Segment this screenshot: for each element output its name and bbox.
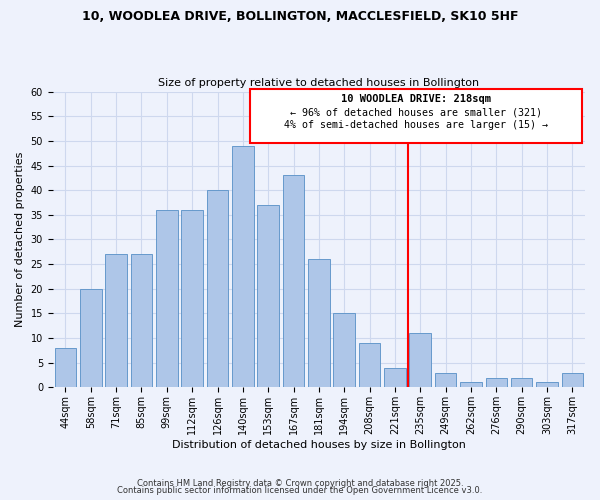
Bar xyxy=(460,382,482,388)
Bar xyxy=(106,254,127,388)
Title: Size of property relative to detached houses in Bollington: Size of property relative to detached ho… xyxy=(158,78,479,88)
Y-axis label: Number of detached properties: Number of detached properties xyxy=(15,152,25,327)
X-axis label: Distribution of detached houses by size in Bollington: Distribution of detached houses by size … xyxy=(172,440,466,450)
Bar xyxy=(156,210,178,388)
Text: Contains HM Land Registry data © Crown copyright and database right 2025.: Contains HM Land Registry data © Crown c… xyxy=(137,478,463,488)
Bar xyxy=(485,378,507,388)
Bar xyxy=(232,146,254,388)
Bar xyxy=(334,314,355,388)
Bar xyxy=(181,210,203,388)
FancyBboxPatch shape xyxy=(250,89,583,144)
Bar xyxy=(435,372,457,388)
Text: 4% of semi-detached houses are larger (15) →: 4% of semi-detached houses are larger (1… xyxy=(284,120,548,130)
Bar xyxy=(536,382,558,388)
Bar xyxy=(283,176,304,388)
Bar xyxy=(80,289,101,388)
Bar xyxy=(384,368,406,388)
Bar xyxy=(409,333,431,388)
Bar xyxy=(55,348,76,388)
Text: 10, WOODLEA DRIVE, BOLLINGTON, MACCLESFIELD, SK10 5HF: 10, WOODLEA DRIVE, BOLLINGTON, MACCLESFI… xyxy=(82,10,518,23)
Text: ← 96% of detached houses are smaller (321): ← 96% of detached houses are smaller (32… xyxy=(290,108,542,118)
Text: Contains public sector information licensed under the Open Government Licence v3: Contains public sector information licen… xyxy=(118,486,482,495)
Bar xyxy=(257,205,279,388)
Bar xyxy=(359,343,380,388)
Bar xyxy=(511,378,532,388)
Text: 10 WOODLEA DRIVE: 218sqm: 10 WOODLEA DRIVE: 218sqm xyxy=(341,94,491,104)
Bar xyxy=(131,254,152,388)
Bar xyxy=(207,190,228,388)
Bar xyxy=(562,372,583,388)
Bar xyxy=(308,259,329,388)
